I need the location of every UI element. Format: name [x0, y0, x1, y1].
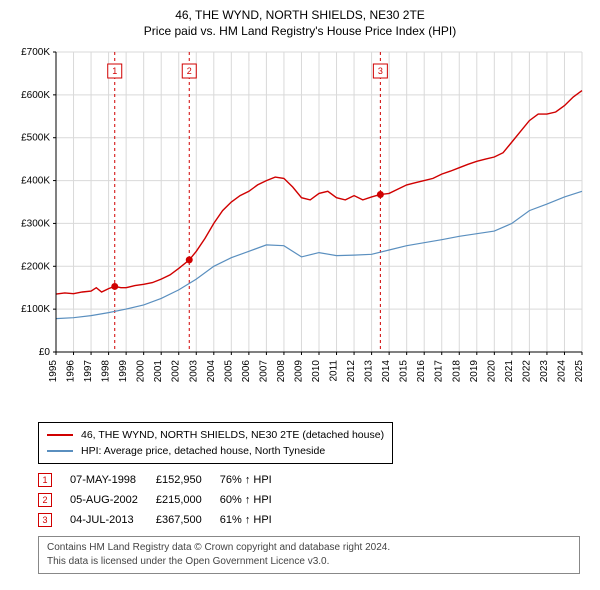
svg-text:2003: 2003 — [188, 360, 199, 383]
svg-text:3: 3 — [378, 66, 383, 76]
svg-text:2023: 2023 — [539, 360, 550, 383]
legend-box: 46, THE WYND, NORTH SHIELDS, NE30 2TE (d… — [38, 422, 393, 464]
svg-text:2012: 2012 — [346, 360, 357, 383]
svg-text:1996: 1996 — [66, 360, 77, 383]
svg-text:£200K: £200K — [21, 261, 50, 272]
svg-text:1999: 1999 — [118, 360, 129, 383]
svg-text:2018: 2018 — [451, 360, 462, 383]
svg-text:1998: 1998 — [101, 360, 112, 383]
svg-text:2000: 2000 — [136, 360, 147, 383]
svg-text:2010: 2010 — [311, 360, 322, 383]
svg-text:2021: 2021 — [504, 360, 515, 383]
svg-text:£700K: £700K — [21, 47, 50, 58]
svg-text:£300K: £300K — [21, 218, 50, 229]
legend-swatch — [47, 434, 73, 436]
svg-text:£400K: £400K — [21, 176, 50, 187]
svg-text:2004: 2004 — [206, 360, 217, 383]
sale-table: 1 07-MAY-1998£152,95076% ↑ HPI 2 05-AUG-200… — [38, 470, 290, 530]
chart-container: 46, THE WYND, NORTH SHIELDS, NE30 2TE Pr… — [0, 0, 600, 584]
footer-attribution: Contains HM Land Registry data © Crown c… — [38, 536, 580, 574]
svg-text:2020: 2020 — [486, 360, 497, 383]
sale-marker-icon: 1 — [38, 473, 52, 487]
sale-hpi-pct: 60% ↑ HPI — [220, 490, 290, 510]
legend-label: 46, THE WYND, NORTH SHIELDS, NE30 2TE (d… — [81, 429, 384, 441]
svg-text:2006: 2006 — [241, 360, 252, 383]
sale-date: 07-MAY-1998 — [70, 470, 156, 490]
sale-hpi-pct: 76% ↑ HPI — [220, 470, 290, 490]
svg-text:2: 2 — [187, 66, 192, 76]
sale-row: 1 07-MAY-1998£152,95076% ↑ HPI — [38, 470, 290, 490]
svg-text:£500K: £500K — [21, 133, 50, 144]
sale-hpi-pct: 61% ↑ HPI — [220, 510, 290, 530]
svg-text:2017: 2017 — [434, 360, 445, 383]
chart-svg: £0 £100K £200K £300K £400K £500K £600K £700K 199… — [10, 44, 590, 414]
svg-text:2016: 2016 — [416, 360, 427, 383]
sale-row: 3 04-JUL-2013£367,50061% ↑ HPI — [38, 510, 290, 530]
legend-item: HPI: Average price, detached house, Nort… — [47, 443, 384, 459]
legend-label: HPI: Average price, detached house, Nort… — [81, 445, 325, 457]
svg-text:£100K: £100K — [21, 304, 50, 315]
svg-text:2019: 2019 — [469, 360, 480, 383]
svg-text:£600K: £600K — [21, 90, 50, 101]
svg-text:2011: 2011 — [329, 360, 340, 382]
svg-text:2015: 2015 — [399, 360, 410, 383]
legend-swatch — [47, 450, 73, 452]
svg-text:1995: 1995 — [48, 360, 59, 383]
svg-text:2002: 2002 — [171, 360, 182, 383]
chart-area: £0 £100K £200K £300K £400K £500K £600K £700K 199… — [10, 44, 590, 414]
svg-text:2008: 2008 — [276, 360, 287, 383]
svg-text:2009: 2009 — [293, 360, 304, 383]
svg-text:£0: £0 — [39, 347, 51, 358]
svg-text:2005: 2005 — [223, 360, 234, 383]
title-address: 46, THE WYND, NORTH SHIELDS, NE30 2TE — [10, 8, 590, 22]
sale-price: £367,500 — [156, 510, 220, 530]
svg-text:1: 1 — [112, 66, 117, 76]
sale-row: 2 05-AUG-2002£215,00060% ↑ HPI — [38, 490, 290, 510]
svg-text:2025: 2025 — [574, 360, 585, 383]
svg-text:2013: 2013 — [364, 360, 375, 383]
sale-price: £215,000 — [156, 490, 220, 510]
title-subtitle: Price paid vs. HM Land Registry's House … — [10, 24, 590, 38]
svg-text:2022: 2022 — [521, 360, 532, 383]
sale-date: 04-JUL-2013 — [70, 510, 156, 530]
svg-text:2024: 2024 — [556, 360, 567, 383]
svg-text:2001: 2001 — [153, 360, 164, 383]
legend-item: 46, THE WYND, NORTH SHIELDS, NE30 2TE (d… — [47, 427, 384, 443]
sale-marker-icon: 3 — [38, 513, 52, 527]
svg-text:2007: 2007 — [258, 360, 269, 383]
sale-date: 05-AUG-2002 — [70, 490, 156, 510]
footer-line1: Contains HM Land Registry data © Crown c… — [47, 541, 571, 555]
sale-price: £152,950 — [156, 470, 220, 490]
svg-text:2014: 2014 — [381, 360, 392, 383]
svg-text:1997: 1997 — [83, 360, 94, 383]
title-block: 46, THE WYND, NORTH SHIELDS, NE30 2TE Pr… — [10, 8, 590, 38]
sale-marker-icon: 2 — [38, 493, 52, 507]
footer-line2: This data is licensed under the Open Gov… — [47, 555, 571, 569]
